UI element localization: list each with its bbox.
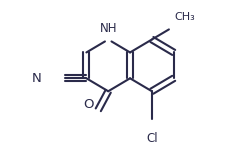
Text: O: O [83, 98, 93, 111]
Text: NH: NH [100, 22, 117, 35]
Text: CH₃: CH₃ [175, 12, 195, 22]
Text: N: N [32, 72, 42, 85]
Text: Cl: Cl [146, 132, 158, 145]
